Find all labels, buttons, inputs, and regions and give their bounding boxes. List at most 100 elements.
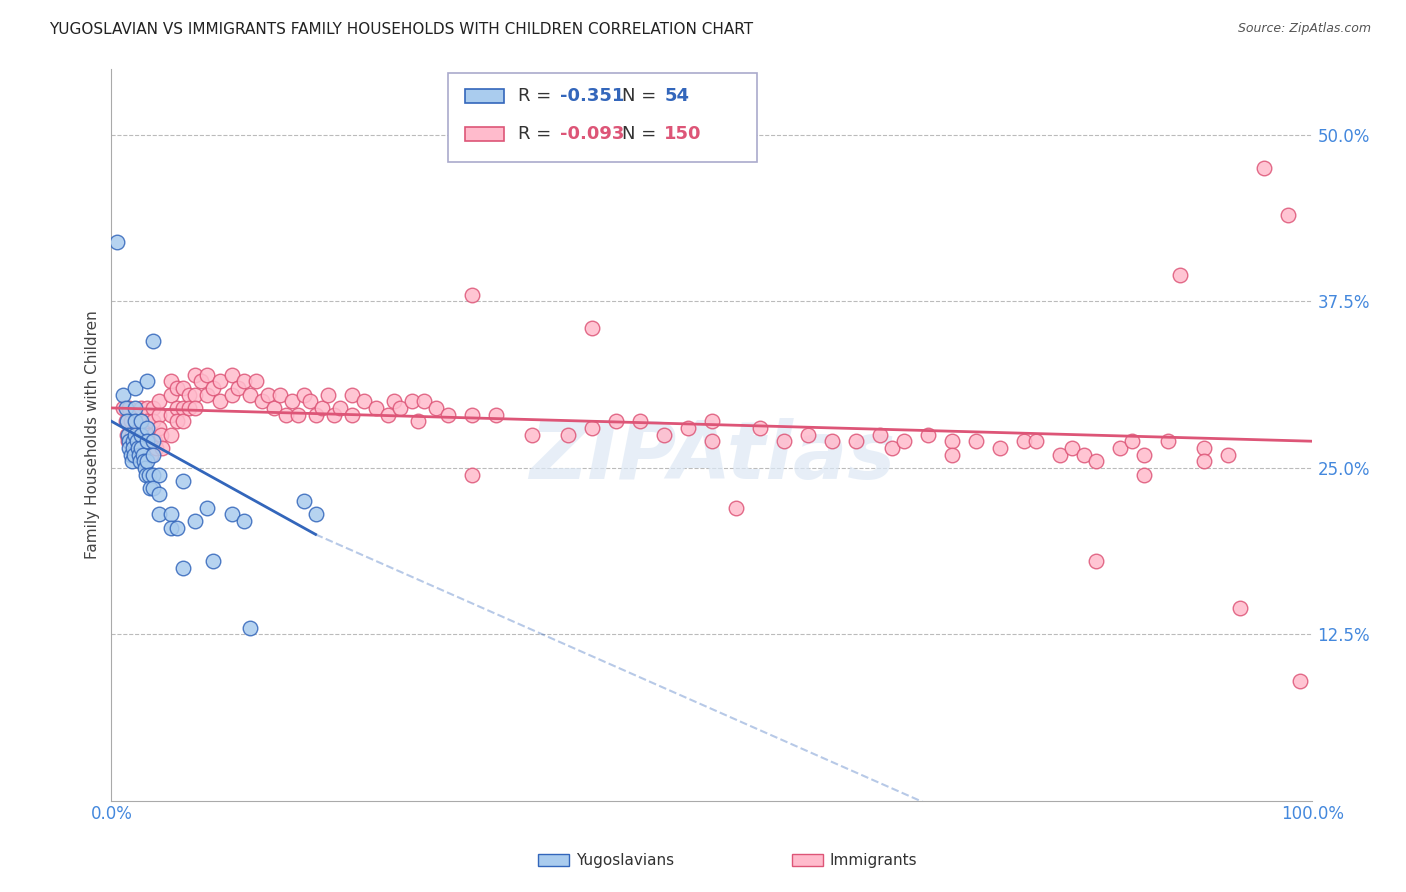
- Point: [127, 434, 149, 449]
- Point: [112, 401, 135, 415]
- Point: [292, 387, 315, 401]
- Point: [221, 508, 243, 522]
- Y-axis label: Family Households with Children: Family Households with Children: [86, 310, 100, 559]
- Point: [166, 521, 188, 535]
- Point: [148, 508, 170, 522]
- Point: [184, 368, 207, 382]
- Point: [263, 401, 285, 415]
- Point: [160, 508, 183, 522]
- Point: [845, 434, 868, 449]
- Point: [124, 381, 146, 395]
- Point: [129, 448, 152, 462]
- Point: [1085, 454, 1108, 468]
- Point: [941, 448, 963, 462]
- Point: [160, 408, 183, 422]
- Point: [112, 387, 135, 401]
- Point: [274, 408, 297, 422]
- Point: [120, 414, 142, 428]
- Point: [150, 441, 173, 455]
- Point: [238, 621, 260, 635]
- Point: [256, 387, 278, 401]
- Point: [401, 394, 423, 409]
- Point: [749, 421, 772, 435]
- Point: [107, 235, 129, 249]
- Point: [232, 374, 254, 388]
- Point: [148, 467, 170, 482]
- Point: [125, 434, 148, 449]
- Point: [893, 434, 915, 449]
- Point: [166, 401, 188, 415]
- Point: [172, 560, 194, 574]
- Point: [485, 408, 508, 422]
- Point: [118, 441, 141, 455]
- Point: [520, 427, 543, 442]
- Point: [172, 401, 194, 415]
- Point: [329, 401, 352, 415]
- Point: [821, 434, 844, 449]
- Point: [377, 408, 399, 422]
- Point: [160, 374, 183, 388]
- Point: [135, 467, 157, 482]
- Point: [172, 381, 194, 395]
- Point: [245, 374, 267, 388]
- Point: [136, 434, 159, 449]
- Point: [425, 401, 447, 415]
- Point: [221, 387, 243, 401]
- Point: [988, 441, 1011, 455]
- Point: [1253, 161, 1275, 176]
- Point: [114, 401, 136, 415]
- Point: [115, 414, 138, 428]
- Point: [142, 448, 165, 462]
- Point: [145, 441, 167, 455]
- Point: [138, 467, 160, 482]
- Text: Immigrants: Immigrants: [830, 853, 917, 868]
- Text: 54: 54: [664, 87, 689, 105]
- Text: R =: R =: [517, 125, 557, 143]
- Point: [1194, 441, 1216, 455]
- Point: [148, 394, 170, 409]
- Point: [221, 368, 243, 382]
- Point: [304, 508, 326, 522]
- Point: [160, 387, 183, 401]
- Point: [436, 408, 458, 422]
- Point: [160, 427, 183, 442]
- Point: [131, 414, 153, 428]
- Point: [114, 414, 136, 428]
- Point: [172, 414, 194, 428]
- Point: [869, 427, 891, 442]
- Point: [406, 414, 429, 428]
- Point: [115, 427, 138, 442]
- Point: [142, 481, 165, 495]
- Point: [197, 368, 219, 382]
- Point: [134, 460, 156, 475]
- Point: [149, 427, 172, 442]
- Point: [557, 427, 579, 442]
- Text: YUGOSLAVIAN VS IMMIGRANTS FAMILY HOUSEHOLDS WITH CHILDREN CORRELATION CHART: YUGOSLAVIAN VS IMMIGRANTS FAMILY HOUSEHO…: [49, 22, 754, 37]
- Point: [581, 421, 603, 435]
- Point: [724, 500, 747, 515]
- Point: [1133, 467, 1156, 482]
- Point: [125, 427, 148, 442]
- Point: [280, 394, 302, 409]
- Text: -0.351: -0.351: [560, 87, 624, 105]
- Point: [121, 427, 143, 442]
- Point: [797, 427, 820, 442]
- Point: [880, 441, 903, 455]
- Point: [388, 401, 411, 415]
- Point: [118, 434, 141, 449]
- Point: [382, 394, 405, 409]
- Point: [238, 387, 260, 401]
- Text: N =: N =: [621, 87, 662, 105]
- Point: [773, 434, 796, 449]
- Point: [1073, 448, 1095, 462]
- Text: 150: 150: [664, 125, 702, 143]
- Point: [117, 427, 139, 442]
- Point: [605, 414, 627, 428]
- Point: [1085, 554, 1108, 568]
- Point: [124, 401, 146, 415]
- Point: [139, 481, 162, 495]
- Point: [179, 387, 201, 401]
- Point: [136, 454, 159, 468]
- Point: [316, 387, 339, 401]
- Point: [311, 401, 333, 415]
